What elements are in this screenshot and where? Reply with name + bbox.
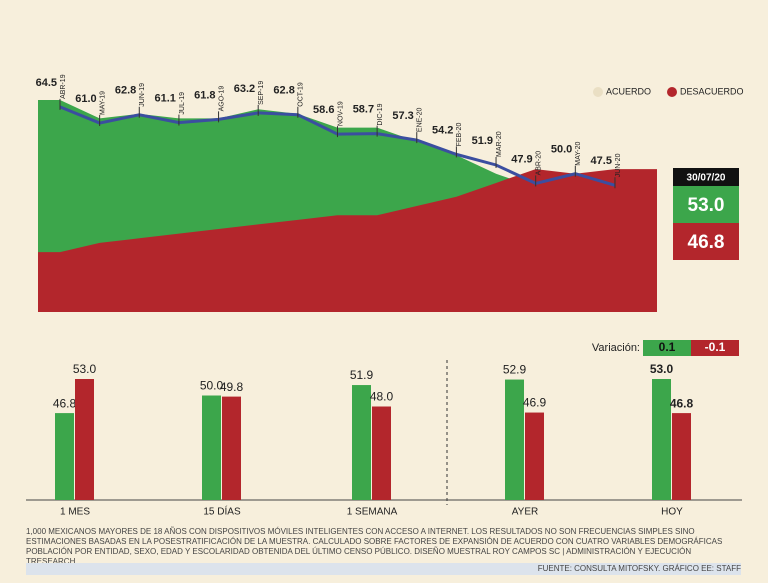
date-label: JUN-19	[139, 83, 146, 107]
value-label: 61.0	[75, 93, 96, 105]
bar	[202, 395, 221, 500]
value-label: 54.2	[432, 124, 453, 136]
bar	[372, 406, 391, 500]
bar	[55, 413, 74, 500]
bar	[75, 379, 94, 500]
legend-label: ACUERDO	[606, 86, 651, 96]
x-tick-label: 15 DÍAS	[203, 505, 241, 518]
value-label: 46.8	[670, 396, 694, 410]
value-label: 52.9	[503, 363, 527, 377]
date-label: JUN-20	[615, 153, 622, 177]
legend-label: DESACUERDO	[680, 86, 744, 96]
value-label: 57.3	[392, 110, 413, 122]
value-label: 61.1	[154, 92, 175, 104]
value-label: 49.8	[220, 380, 244, 394]
bar	[222, 396, 241, 500]
date-label: JUL-19	[179, 92, 186, 115]
footnote: 1,000 MEXICANOS MAYORES DE 18 AÑOS CON D…	[26, 527, 723, 566]
variation-box	[643, 340, 691, 356]
bar	[505, 379, 524, 500]
latest-date: 30/07/20	[687, 173, 726, 184]
value-label: 50.0	[551, 144, 572, 156]
date-label: FEB-20	[456, 123, 463, 147]
value-label: 58.7	[353, 104, 374, 116]
date-box	[673, 168, 739, 186]
legend-dot	[593, 87, 603, 97]
date-label: ENE-20	[417, 107, 424, 132]
date-label: ABR-19	[60, 74, 67, 99]
value-label: 63.2	[234, 83, 255, 95]
value-label: 47.9	[511, 153, 532, 165]
date-label: OCT-19	[298, 82, 305, 107]
value-label: 53.0	[73, 362, 97, 376]
date-label: DIC-19	[377, 103, 384, 125]
variation-label: Variación:	[592, 342, 640, 354]
date-label: MAR-20	[496, 131, 503, 157]
bar	[672, 413, 691, 500]
date-label: MAY-20	[575, 142, 582, 166]
latest-value: 53.0	[688, 195, 725, 216]
value-label: 58.6	[313, 104, 334, 116]
value-label: 62.8	[115, 85, 136, 97]
value-label: 62.8	[273, 85, 294, 97]
bar	[525, 412, 544, 500]
latest-box	[673, 223, 739, 260]
date-label: ABR-20	[536, 151, 543, 176]
bar	[352, 385, 371, 500]
x-tick-label: 1 MES	[60, 507, 90, 518]
value-label: 48.0	[370, 390, 394, 404]
legend-dot	[667, 87, 677, 97]
variation-value: -0.1	[705, 340, 726, 354]
source: FUENTE: CONSULTA MITOFSKY. GRÁFICO EE: S…	[26, 563, 741, 575]
variation-box	[691, 340, 739, 356]
date-label: NOV-19	[337, 101, 344, 126]
x-tick-label: HOY	[661, 507, 683, 518]
value-label: 47.5	[591, 155, 612, 167]
value-label: 64.5	[36, 77, 57, 89]
x-tick-label: AYER	[512, 507, 539, 518]
area	[38, 169, 657, 312]
value-label: 46.9	[523, 396, 547, 410]
value-label: 53.0	[650, 362, 674, 376]
date-label: AGO-19	[218, 86, 225, 112]
bar	[652, 379, 671, 500]
variation-value: 0.1	[659, 340, 676, 354]
latest-box	[673, 186, 739, 223]
date-label: SEP-19	[258, 81, 265, 105]
x-tick-label: 1 SEMANA	[347, 507, 398, 518]
latest-value: 46.8	[688, 232, 725, 253]
date-label: MAY-19	[99, 91, 106, 115]
value-label: 61.8	[194, 89, 215, 101]
value-label: 51.9	[472, 135, 493, 147]
value-label: 46.8	[53, 396, 77, 410]
value-label: 51.9	[350, 368, 374, 382]
value-label: 50.0	[200, 379, 224, 393]
